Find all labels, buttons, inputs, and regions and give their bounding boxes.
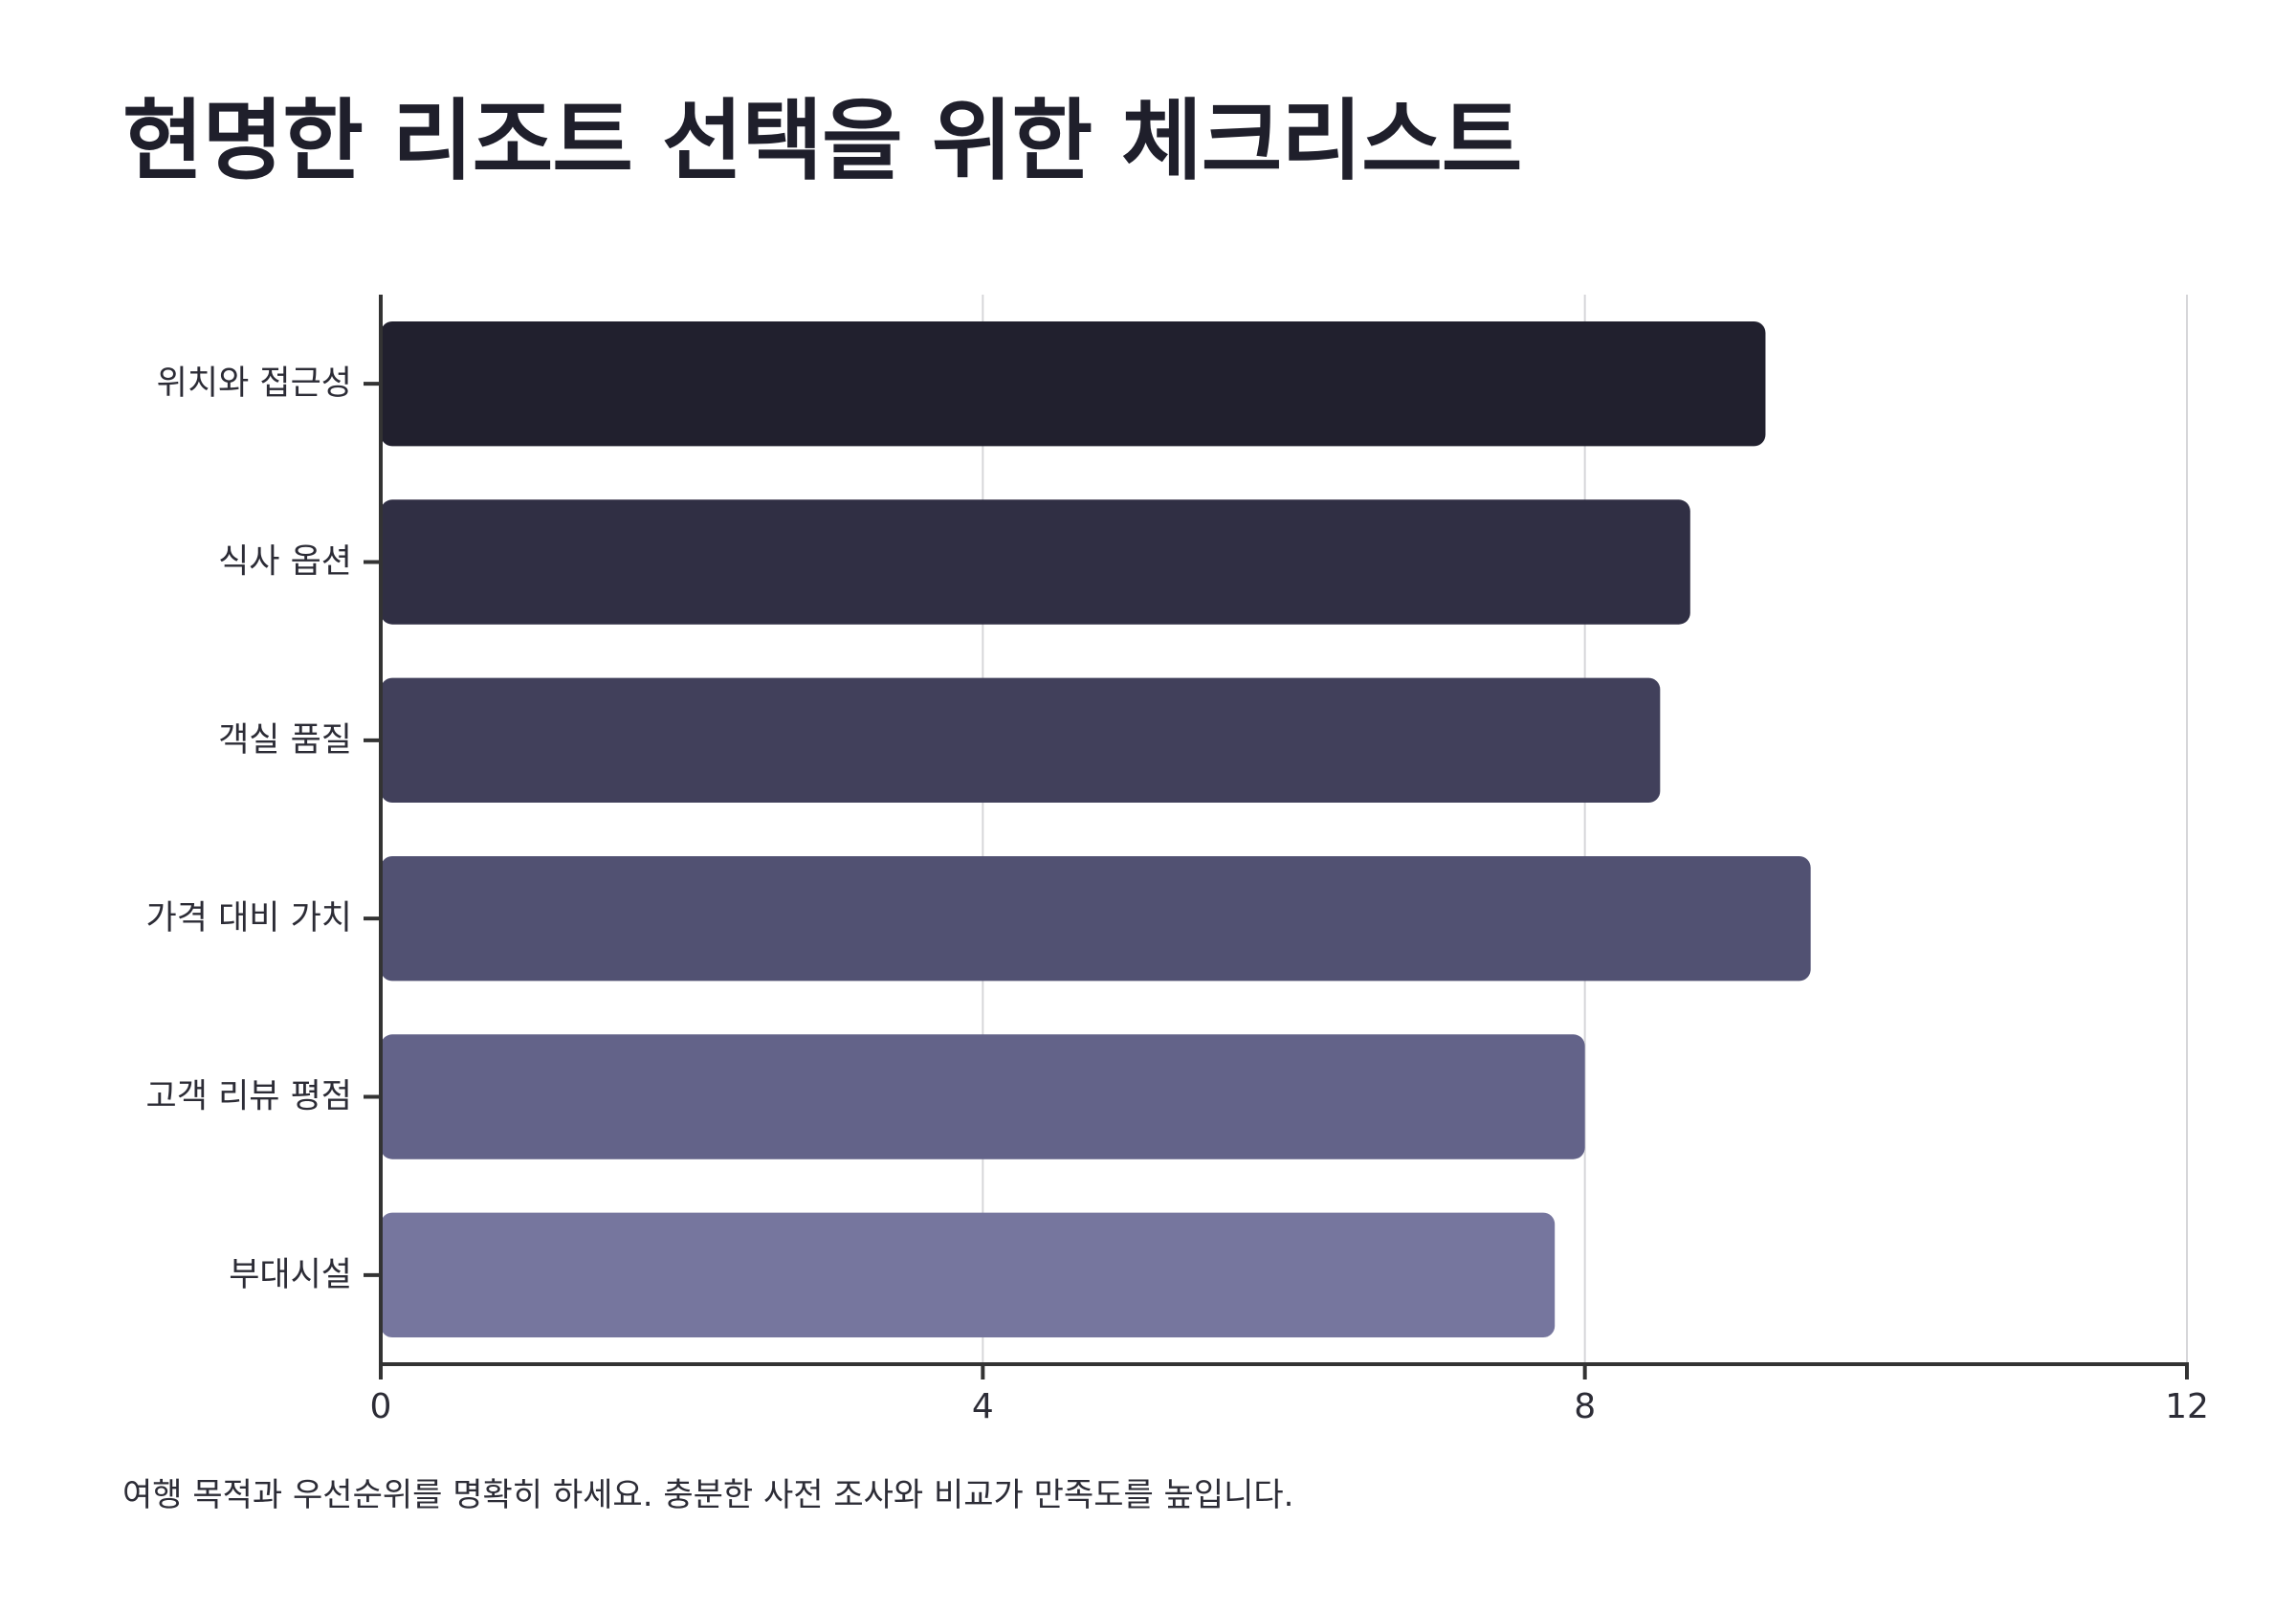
x-tick-label: 0 xyxy=(370,1387,392,1426)
y-tick-label: 고객 리뷰 평점 xyxy=(146,1078,352,1116)
footnote: 여행 목적과 우선순위를 명확히 하세요. 충분한 사전 조사와 비교가 만족도… xyxy=(122,1476,1294,1514)
bar xyxy=(381,320,1766,447)
y-tick-label: 부대시설 xyxy=(229,1256,352,1294)
y-tick-label: 식사 옵션 xyxy=(218,543,352,582)
x-tick-label: 12 xyxy=(2165,1387,2209,1426)
bar xyxy=(381,1212,1556,1338)
bar xyxy=(381,677,1661,804)
y-tick-label: 객실 품질 xyxy=(218,721,352,760)
bar-series xyxy=(381,320,1811,1338)
chart-title: 현명한 리조트 선택을 위한 체크리스트 xyxy=(122,90,1522,192)
x-tick-label: 8 xyxy=(1574,1387,1596,1426)
x-tick-label: 4 xyxy=(972,1387,994,1426)
bar xyxy=(381,855,1811,982)
y-tick-label: 위치와 접근성 xyxy=(157,364,352,403)
bar xyxy=(381,499,1690,625)
grid-lines xyxy=(982,295,2188,1364)
bar xyxy=(381,1034,1585,1159)
x-axis: 0 4 8 12 xyxy=(370,1362,2209,1426)
y-tick-label: 가격 대비 가치 xyxy=(146,899,352,938)
